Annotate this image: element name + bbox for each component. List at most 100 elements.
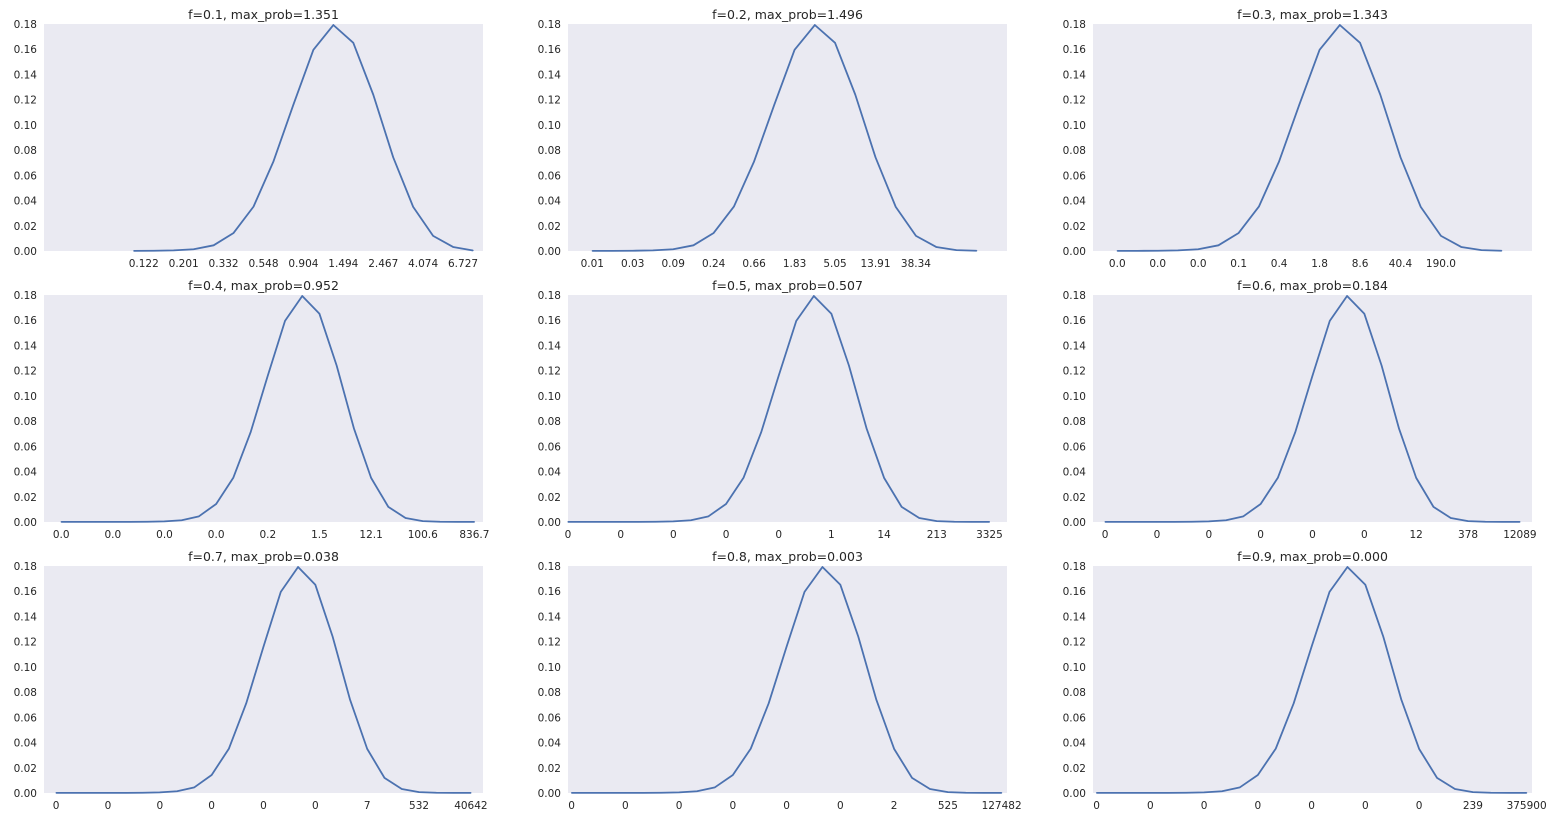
x-tick-label: 4.074 xyxy=(408,258,438,270)
chart-title: f=0.3, max_prob=1.343 xyxy=(1237,7,1388,22)
x-tick-label: 13.91 xyxy=(860,258,890,270)
y-tick-label: 0.08 xyxy=(14,145,37,157)
x-tick-label: 0.0 xyxy=(1149,258,1166,270)
x-tick-label: 0 xyxy=(783,800,790,812)
x-tick-label: 6.727 xyxy=(448,258,478,270)
data-point xyxy=(1293,702,1295,704)
y-tick-label: 0.18 xyxy=(1063,561,1086,573)
y-tick-label: 0.10 xyxy=(538,391,561,403)
y-tick-label: 0.16 xyxy=(14,44,38,56)
y-tick-label: 0.00 xyxy=(14,788,37,800)
data-point xyxy=(228,748,230,750)
data-point xyxy=(193,786,195,788)
data-point xyxy=(366,748,368,750)
chart-panel-8: f=0.8, max_prob=0.003 0.00 0.02 0.04 0.06 0.0… xyxy=(524,542,1044,813)
data-point xyxy=(953,521,955,523)
data-point xyxy=(129,521,131,523)
x-tick-label: 0.332 xyxy=(209,258,239,270)
data-point xyxy=(267,374,269,377)
x-tick-label: 0.2 xyxy=(259,529,276,541)
data-point xyxy=(1311,645,1313,648)
data-point xyxy=(173,249,175,251)
y-tick-label: 0.12 xyxy=(1063,95,1086,107)
y-tick-label: 0.14 xyxy=(538,69,562,81)
data-point xyxy=(418,791,420,793)
data-point xyxy=(1185,792,1187,794)
data-point xyxy=(272,160,275,162)
y-tick-label: 0.10 xyxy=(14,391,37,403)
y-tick-label: 0.06 xyxy=(538,712,562,724)
y-tick-label: 0.14 xyxy=(14,611,38,623)
y-tick-label: 0.02 xyxy=(14,763,37,775)
data-point xyxy=(301,295,303,297)
x-tick-label: 0.09 xyxy=(662,258,685,270)
y-tick-label: 0.04 xyxy=(1063,738,1087,750)
x-tick-label: 378 xyxy=(1458,529,1478,541)
data-point xyxy=(1275,748,1277,750)
chart-svg: f=0.3, max_prob=1.343 0.00 0.02 0.04 0.06 0.0… xyxy=(1063,7,1532,270)
series-line xyxy=(133,24,474,252)
data-point xyxy=(332,24,334,26)
y-tick-label: 0.02 xyxy=(1063,763,1086,775)
y-tick-label: 0.02 xyxy=(14,492,37,504)
chart-svg: f=0.9, max_prob=0.000 0.00 0.02 0.04 0.06 0.0… xyxy=(1063,549,1547,812)
data-point xyxy=(213,244,215,246)
data-point xyxy=(1238,232,1240,234)
y-tick-label: 0.12 xyxy=(14,95,37,107)
data-point xyxy=(314,584,316,586)
data-point xyxy=(1502,521,1504,523)
data-point xyxy=(1359,42,1361,44)
data-point xyxy=(1508,792,1510,794)
data-point xyxy=(988,521,991,523)
data-point xyxy=(1242,515,1244,517)
data-point xyxy=(1454,788,1456,790)
y-tick-label: 0.06 xyxy=(14,712,38,724)
data-point xyxy=(602,521,604,523)
y-tick-label: 0.10 xyxy=(538,662,561,674)
y-tick-label: 0.14 xyxy=(14,69,38,81)
data-point xyxy=(857,636,859,638)
y-tick-label: 0.10 xyxy=(14,120,37,132)
data-point xyxy=(786,645,788,648)
y-tick-label: 0.06 xyxy=(538,170,562,182)
x-tick-label: 239 xyxy=(1463,800,1483,812)
y-tick-label: 0.00 xyxy=(538,517,561,529)
chart-svg: f=0.8, max_prob=0.003 0.00 0.02 0.04 0.06 0.0… xyxy=(538,549,1022,812)
x-tick-label: 12.1 xyxy=(359,529,382,541)
chart-panel-1: f=0.1, max_prob=1.351 0.00 0.02 0.04 0.06 0.0… xyxy=(0,0,520,271)
data-point xyxy=(1398,427,1400,429)
data-point xyxy=(439,521,441,523)
x-tick-label: 0 xyxy=(622,800,629,812)
x-tick-label: 0 xyxy=(1362,800,1369,812)
y-tick-label: 0.00 xyxy=(538,246,561,258)
data-point xyxy=(696,790,698,792)
data-point xyxy=(652,249,654,251)
data-point xyxy=(672,248,674,250)
plot-area xyxy=(568,24,1007,251)
data-point xyxy=(1363,313,1365,315)
data-point xyxy=(1379,94,1381,96)
data-point xyxy=(1450,517,1452,519)
data-point xyxy=(163,520,166,522)
data-point xyxy=(72,792,74,794)
x-tick-label: 0 xyxy=(208,800,215,812)
x-tick-label: 1.83 xyxy=(783,258,806,270)
x-tick-label: 0 xyxy=(1416,800,1423,812)
data-point xyxy=(1526,792,1528,794)
y-tick-label: 0.14 xyxy=(538,340,562,352)
data-point xyxy=(297,566,299,568)
x-tick-label: 1.5 xyxy=(311,529,328,541)
data-point xyxy=(1197,248,1199,250)
plot-area xyxy=(44,566,483,793)
data-point xyxy=(249,431,252,433)
y-tick-label: 0.02 xyxy=(538,221,561,233)
data-point xyxy=(1346,295,1348,297)
data-point xyxy=(332,636,334,638)
y-tick-label: 0.12 xyxy=(538,637,561,649)
x-tick-label: 12 xyxy=(1410,529,1423,541)
y-tick-label: 0.00 xyxy=(14,517,37,529)
x-tick-label: 0 xyxy=(723,529,730,541)
y-tick-label: 0.02 xyxy=(1063,492,1086,504)
y-tick-label: 0.02 xyxy=(14,221,37,233)
data-point xyxy=(793,49,796,51)
